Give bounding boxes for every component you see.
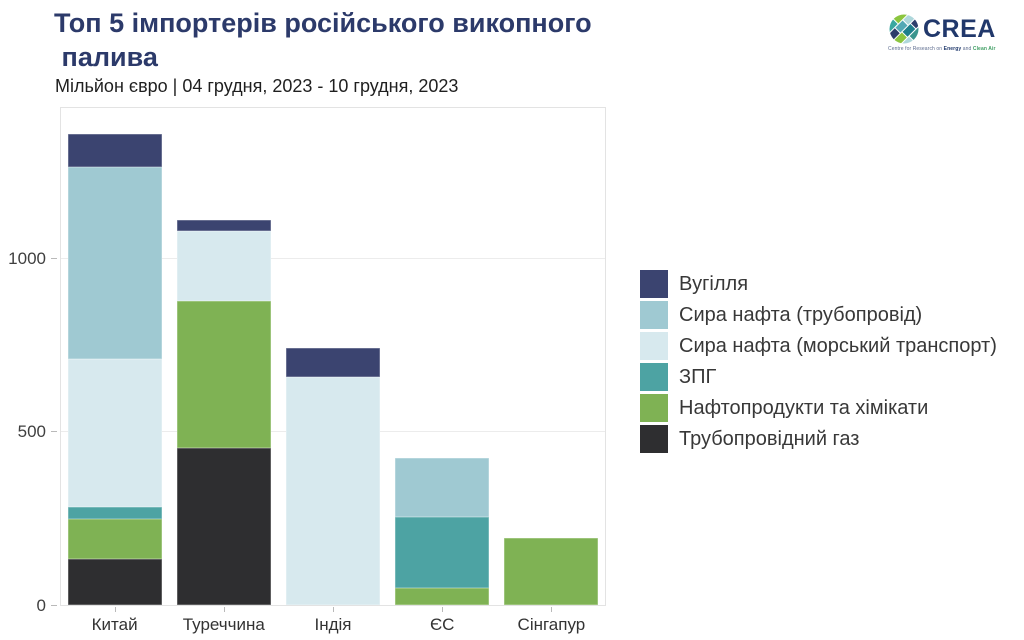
legend-swatch	[640, 270, 668, 298]
bar-segment	[68, 359, 163, 508]
x-tick-label: Сінгапур	[517, 615, 586, 634]
legend-swatch	[640, 425, 668, 453]
bar-segment	[177, 230, 272, 301]
bar-segment	[177, 447, 272, 605]
legend-item: Сира нафта (трубопровід)	[640, 301, 997, 329]
tagline-prefix: Centre for Research on	[888, 46, 944, 52]
tagline-energy: Energy	[943, 46, 962, 52]
crea-logo-wordmark: CREA	[923, 14, 996, 43]
legend-swatch	[640, 363, 668, 391]
bar-5	[503, 108, 598, 605]
x-tick-label: Туреччина	[182, 615, 265, 634]
bar-segment	[177, 219, 272, 231]
legend-swatch	[640, 332, 668, 360]
x-tick-mark	[442, 607, 444, 612]
legend-label: Сира нафта (трубопровід)	[679, 303, 923, 326]
x-tick-label: Індія	[314, 615, 352, 634]
y-tick-mark	[51, 257, 57, 259]
y-tick-mark	[51, 431, 57, 433]
legend-label: Сира нафта (морський транспорт)	[679, 334, 997, 357]
crea-logo-tagline: Centre for Research on Energy and Clean …	[888, 46, 1010, 52]
bar-segment	[68, 519, 163, 560]
legend-item: Нафтопродукти та хімікати	[640, 394, 997, 422]
y-tick-mark	[51, 605, 57, 606]
crea-logo-row: CREA	[888, 13, 1010, 45]
legend-label: Нафтопродукти та хімікати	[679, 396, 929, 419]
bar-segment	[177, 300, 272, 448]
bar-segment	[286, 376, 380, 605]
y-tick-label: 1000	[8, 248, 46, 268]
crea-logo: CREA Centre for Research on Energy and C…	[888, 13, 1010, 52]
bar-1	[68, 108, 163, 605]
y-tick-label: 0	[36, 596, 46, 615]
chart-title: Топ 5 імпортерів російського викопного п…	[54, 8, 592, 72]
plot-panel	[60, 107, 606, 606]
x-tick-mark	[333, 607, 334, 612]
tagline-clean-air: Clean Air	[972, 46, 996, 52]
bar-3	[286, 108, 380, 605]
x-tick-mark	[223, 607, 225, 612]
legend-swatch	[640, 301, 668, 329]
grid-line	[61, 258, 605, 260]
bar-segment	[68, 133, 163, 167]
bar-segment	[286, 347, 380, 377]
legend-label: ЗПГ	[679, 365, 717, 388]
legend-item: Вугілля	[640, 270, 997, 298]
legend-item: Сира нафта (морський транспорт)	[640, 332, 997, 360]
bar-segment	[394, 587, 489, 605]
legend-label: Вугілля	[679, 272, 749, 295]
x-tick-label: Китай	[91, 615, 138, 634]
chart-subtitle: Мільйон євро | 04 грудня, 2023 - 10 груд…	[55, 76, 459, 96]
y-axis: 0 500 1000	[0, 107, 58, 615]
bar-segment	[394, 458, 489, 518]
legend: Вугілля Сира нафта (трубопровід) Сира нафт…	[640, 270, 997, 456]
bar-segment	[503, 537, 598, 605]
legend-item: Трубопровідний газ	[640, 425, 997, 453]
bar-segment	[68, 166, 163, 360]
y-tick-label: 500	[17, 422, 46, 442]
x-tick-mark	[551, 607, 553, 612]
tagline-and: and	[961, 46, 973, 52]
bar-segment	[68, 507, 163, 520]
legend-swatch	[640, 394, 668, 422]
bar-segment	[394, 517, 489, 588]
bar-4	[394, 108, 489, 605]
bar-segment	[68, 559, 163, 605]
x-tick-mark	[114, 607, 116, 612]
x-axis: Китай Туреччина Індія ЄС Сінгапур	[60, 607, 606, 639]
legend-label: Трубопровідний газ	[679, 427, 860, 450]
bar-2	[177, 108, 272, 605]
x-tick-label: ЄС	[429, 615, 455, 634]
crea-logo-icon	[888, 13, 920, 45]
legend-item: ЗПГ	[640, 363, 997, 391]
